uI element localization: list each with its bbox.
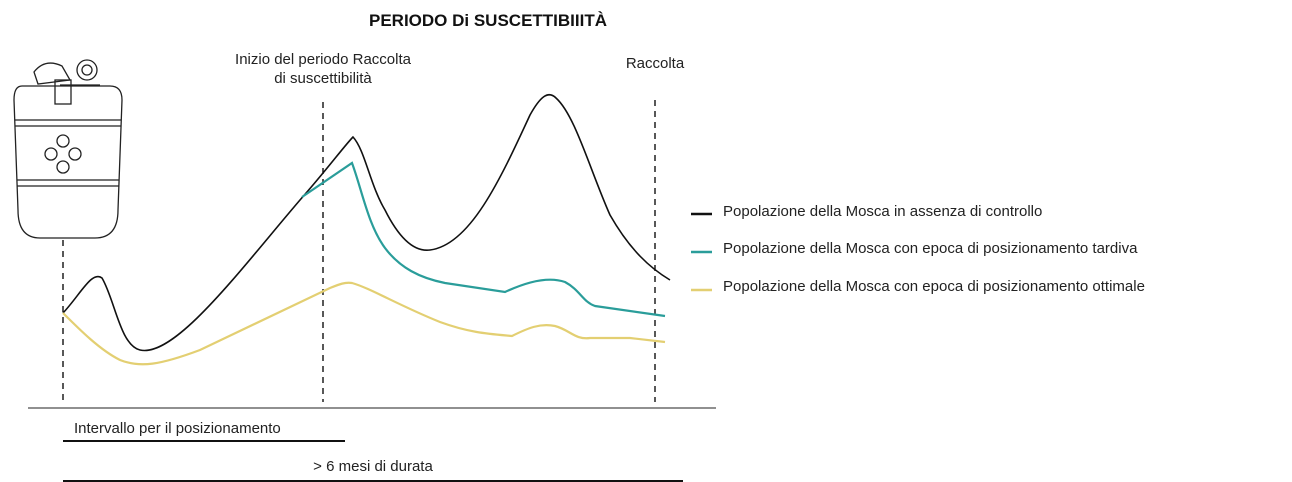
legend-label: Popolazione della Mosca in assenza di co… [723,203,1042,220]
legend-label: Popolazione della Mosca con epoca di pos… [723,240,1138,257]
interval-label: Intervallo per il posizionamento [74,420,281,437]
diagram: PERIODO Di SUSCETTIBIIITÀ Inizio del per… [0,0,1292,482]
curve-late [302,163,665,316]
curve-optimal [63,283,665,365]
period-label: di suscettibilità [274,70,372,87]
title: PERIODO Di SUSCETTIBIIITÀ [369,11,607,30]
duration-label: > 6 mesi di durata [313,458,433,475]
legend-label: Popolazione della Mosca con epoca di pos… [723,278,1145,295]
legend: Popolazione della Mosca in assenza di co… [691,203,1145,295]
period-label: Inizio del periodo Raccolta [235,51,412,68]
trap-icon [14,60,122,238]
curve-no-control [63,95,670,351]
harvest-label: Raccolta [626,55,685,72]
